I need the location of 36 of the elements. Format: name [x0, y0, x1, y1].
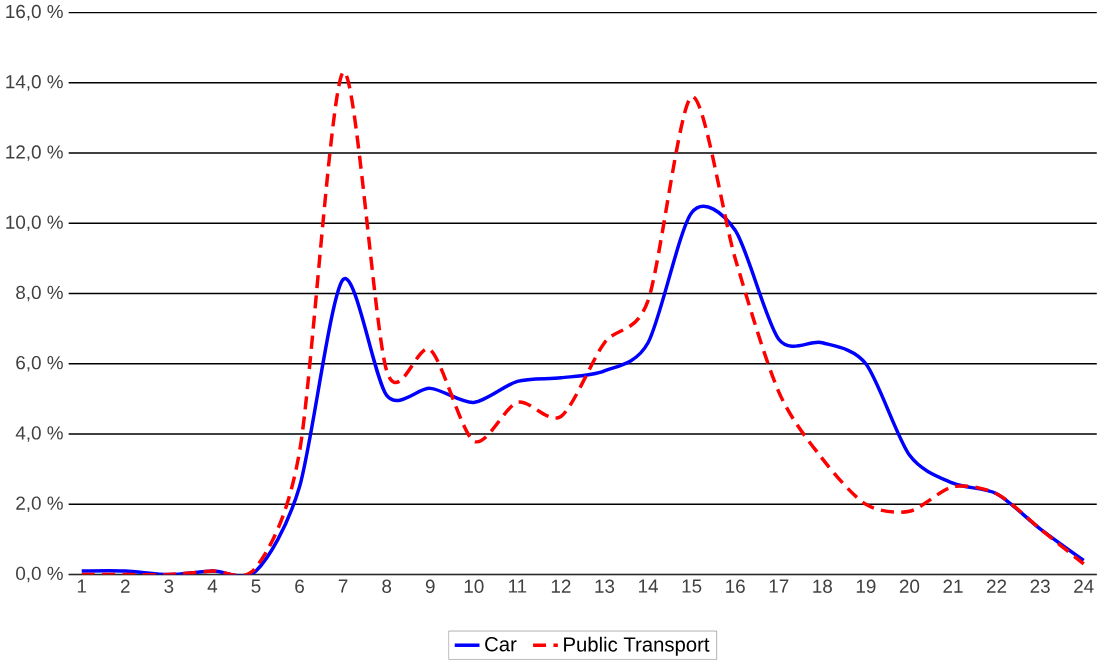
x-tick-label: 17 [769, 579, 789, 593]
x-tick-label: 7 [338, 579, 348, 593]
legend-label: Car [485, 637, 517, 652]
x-tick-label: 5 [251, 579, 261, 593]
x-tick-label: 2 [121, 579, 130, 593]
y-tick-label: 16,0 % [6, 4, 63, 21]
x-tick-label: 22 [987, 579, 1007, 593]
x-tick-label: 19 [856, 579, 876, 594]
x-tick-label: 13 [595, 579, 615, 594]
y-tick-label: 6,0 % [16, 356, 63, 372]
y-tick-label: 4,0 % [15, 426, 63, 442]
x-tick-label: 10 [464, 579, 484, 594]
y-tick-label: 14,0 % [6, 75, 63, 91]
x-tick-label: 20 [899, 579, 920, 594]
x-tick-label: 18 [813, 579, 832, 594]
x-tick-label: 16 [726, 579, 745, 594]
x-tick-label: 12 [551, 579, 571, 593]
x-tick-label: 23 [1030, 579, 1050, 594]
x-tick-label: 15 [682, 579, 702, 593]
y-tick-label: 12,0 % [6, 145, 63, 161]
legend-label: Public Transport [564, 636, 710, 656]
x-tick-label: 4 [207, 579, 218, 593]
x-tick-label: 24 [1074, 579, 1094, 593]
y-tick-label: 2,0 % [16, 496, 63, 513]
x-tick-label: 8 [382, 579, 392, 594]
y-tick-label: 8,0 % [16, 285, 63, 302]
x-tick-label: 6 [295, 579, 304, 594]
x-tick-label: 1 [77, 579, 87, 593]
line-series [79, 70, 1086, 575]
x-tick-label: 3 [164, 579, 174, 594]
y-tick-label: 10,0 % [6, 215, 63, 232]
y-tick-label: 0,0 % [16, 566, 63, 583]
x-tick-label: 14 [639, 579, 658, 593]
x-tick-label: 11 [509, 579, 527, 593]
x-tick-label: 9 [425, 579, 435, 594]
x-tick-label: 21 [943, 579, 963, 593]
